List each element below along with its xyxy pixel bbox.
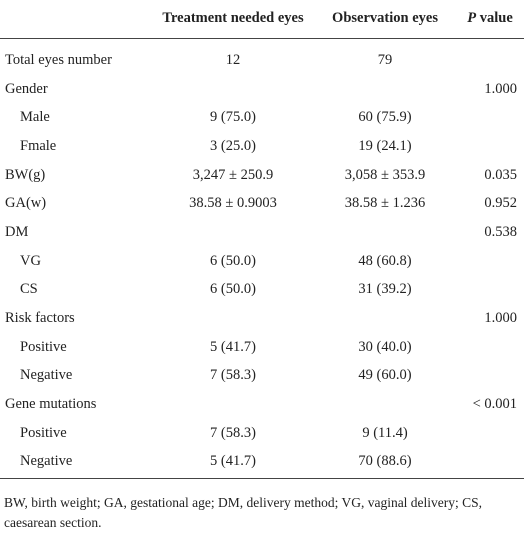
- column-header: Observation eyes: [332, 10, 438, 26]
- footnote: BW, birth weight; GA, gestational age; D…: [4, 495, 483, 530]
- observation-cell: 49 (60.0): [358, 367, 412, 384]
- treatment-cell: 5 (41.7): [210, 338, 256, 355]
- p-value-cell: 1.000: [484, 80, 517, 97]
- p-value-cell: 1.000: [484, 309, 517, 326]
- treatment-cell: 7 (58.3): [210, 367, 256, 384]
- row-label: Positive: [20, 338, 67, 355]
- row-label: Positive: [20, 424, 67, 441]
- row-label: BW(g): [5, 166, 46, 183]
- treatment-cell: 3 (25.0): [210, 137, 256, 154]
- row-label: VG: [20, 252, 41, 269]
- row-label: DM: [5, 223, 29, 240]
- row-label: Negative: [20, 453, 73, 470]
- observation-cell: 9 (11.4): [362, 424, 408, 441]
- treatment-cell: 12: [225, 52, 241, 68]
- treatment-cell: 38.58 ± 0.9003: [189, 195, 277, 212]
- treatment-cell: 7 (58.3): [210, 424, 256, 441]
- observation-cell: 60 (75.9): [358, 109, 412, 126]
- observation-cell: 3,058 ± 353.9: [344, 166, 426, 183]
- treatment-cell: 5 (41.7): [210, 453, 256, 470]
- p-value-cell: 0.538: [484, 223, 517, 240]
- row-label: Negative: [20, 367, 73, 384]
- observation-cell: 48 (60.8): [358, 252, 412, 269]
- row-label: CS: [20, 281, 38, 298]
- treatment-cell: 3,247 ± 250.9: [192, 166, 274, 183]
- column-header: Treatment needed eyes: [162, 10, 304, 26]
- observation-cell: 79: [377, 52, 393, 68]
- row-label: Total eyes number: [5, 52, 112, 68]
- observation-cell: 70 (88.6): [358, 453, 412, 470]
- row-label: GA(w): [5, 195, 47, 212]
- treatment-cell: 6 (50.0): [210, 252, 256, 269]
- observation-cell: 31 (39.2): [358, 281, 412, 298]
- observation-cell: 30 (40.0): [358, 338, 412, 355]
- p-value-cell: 0.952: [484, 195, 517, 212]
- p-italic: P: [467, 10, 477, 26]
- treatment-cell: 6 (50.0): [210, 281, 256, 298]
- column-header: P value: [467, 9, 513, 27]
- observation-cell: 19 (24.1): [358, 137, 412, 154]
- row-label: Fmale: [20, 137, 57, 154]
- treatment-cell: 9 (75.0): [210, 109, 256, 126]
- row-label: Risk factors: [5, 309, 75, 326]
- p-value-cell: < 0.001: [472, 395, 517, 412]
- row-label: Gene mutations: [5, 395, 97, 412]
- bottom-rule: [0, 478, 524, 479]
- p-rest: value: [479, 10, 513, 26]
- row-label: Gender: [5, 80, 48, 97]
- row-label: Male: [20, 109, 50, 126]
- observation-cell: 38.58 ± 1.236: [344, 195, 426, 212]
- p-value-cell: 0.035: [484, 166, 517, 183]
- header-rule: [0, 38, 524, 39]
